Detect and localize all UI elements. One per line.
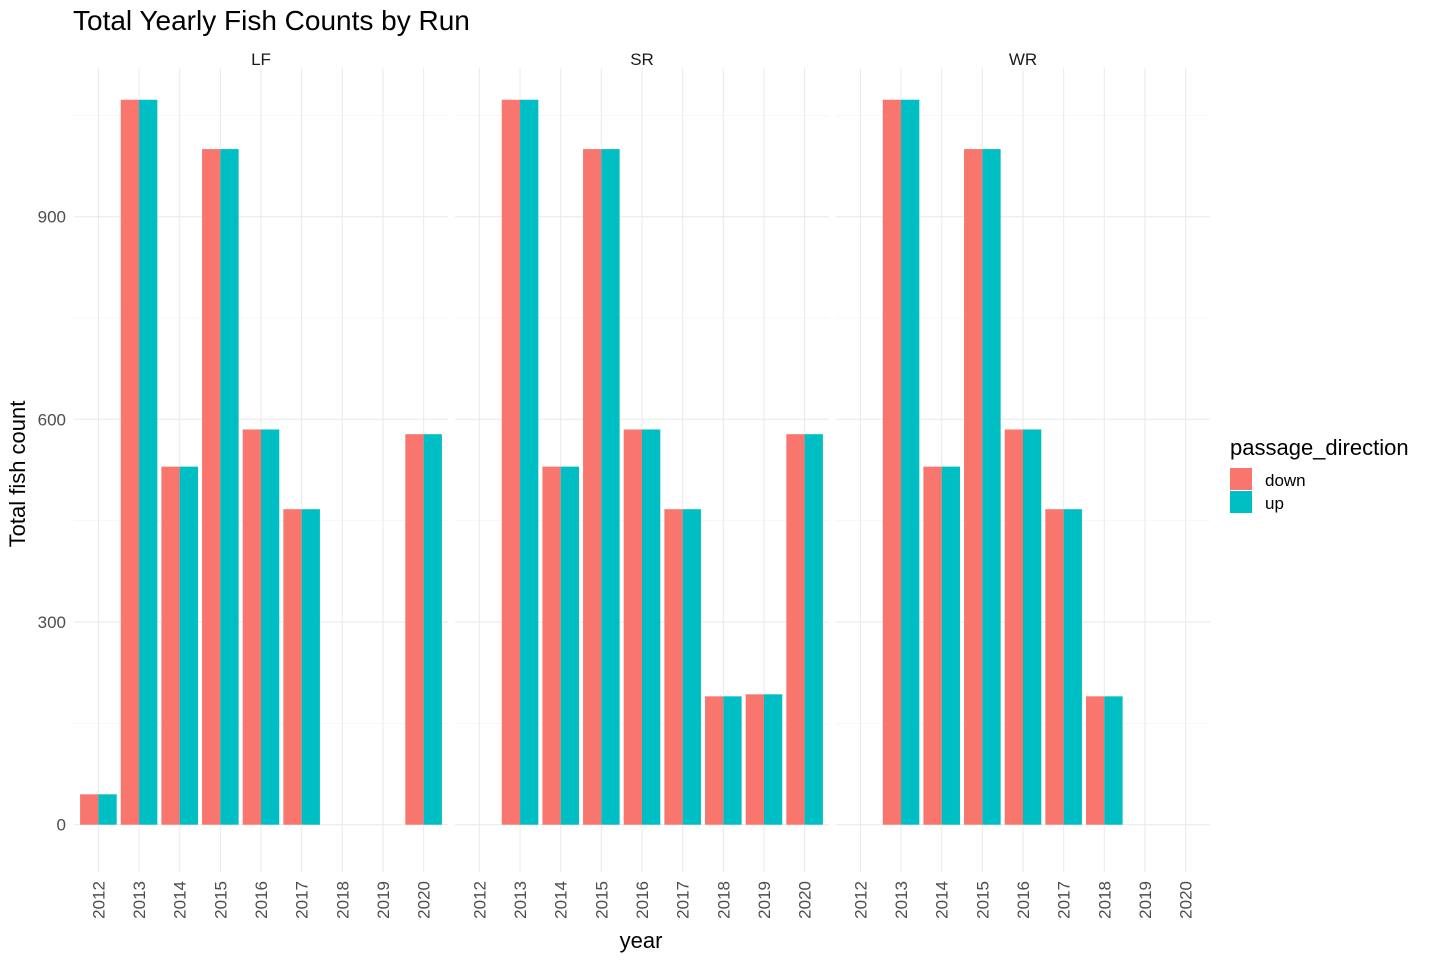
- bar-sr-2013-down: [501, 99, 521, 825]
- bar-sr-2019-up: [763, 694, 783, 825]
- facet-label: SR: [630, 50, 654, 69]
- x-tick-label: 2013: [511, 881, 530, 919]
- legend: passage_direction down up: [1230, 435, 1409, 513]
- bar-lf-2014-up: [179, 466, 198, 825]
- x-tick-label: 2020: [796, 881, 815, 919]
- x-tick-label: 2020: [1177, 881, 1196, 919]
- bar-lf-2014-down: [161, 466, 180, 825]
- x-tick-label: 2017: [1055, 881, 1074, 919]
- bar-sr-2014-up: [560, 466, 579, 825]
- legend-label-up: up: [1265, 494, 1284, 513]
- x-tick-label: 2012: [851, 881, 870, 919]
- bar-lf-2016-down: [242, 429, 261, 825]
- bar-sr-2017-down: [664, 509, 683, 825]
- x-tick-label: 2019: [755, 881, 774, 919]
- bar-wr-2017-up: [1063, 509, 1082, 825]
- y-tick-label: 300: [38, 613, 66, 632]
- bar-sr-2016-up: [642, 429, 661, 825]
- x-tick-label: 2016: [252, 881, 271, 919]
- legend-key-down: [1230, 468, 1252, 490]
- x-tick-label: 2019: [374, 881, 393, 919]
- bar-lf-2013-up: [139, 99, 158, 825]
- bar-wr-2018-up: [1104, 696, 1123, 825]
- bar-wr-2015-up: [982, 149, 1001, 825]
- x-tick-label: 2012: [89, 881, 108, 919]
- bar-sr-2013-up: [520, 99, 539, 825]
- x-tick-label: 2017: [674, 881, 693, 919]
- y-tick-label: 900: [38, 208, 66, 227]
- x-tick-label: 2016: [1014, 881, 1033, 919]
- bar-lf-2012-down: [80, 794, 99, 825]
- facet-label: WR: [1009, 50, 1037, 69]
- bar-lf-2020-down: [405, 434, 424, 825]
- bar-sr-2020-up: [804, 434, 823, 825]
- facet-panel-lf: LF 2012 2013 2014 2015 2016 2017 2018 2019 2020: [74, 50, 448, 919]
- x-tick-label: 2020: [415, 881, 434, 919]
- bar-lf-2016-up: [261, 429, 280, 825]
- bar-sr-2018-up: [723, 696, 742, 825]
- x-tick-label: 2013: [892, 881, 911, 919]
- bar-lf-2017-up: [301, 509, 320, 825]
- legend-label-down: down: [1265, 471, 1306, 490]
- facet-panel-wr: WR 2012 2013 2014 2015 2016 2017 2018 2019 2020: [836, 50, 1210, 919]
- bar-sr-2015-down: [583, 149, 602, 825]
- y-tick-label: 0: [57, 816, 66, 835]
- bar-lf-2015-up: [220, 149, 239, 825]
- bar-wr-2014-up: [941, 466, 960, 825]
- x-tick-label: 2014: [552, 881, 571, 919]
- facet-label: LF: [251, 50, 271, 69]
- y-tick-label: 600: [38, 410, 66, 429]
- x-tick-label: 2013: [130, 881, 149, 919]
- chart-title: Total Yearly Fish Counts by Run: [73, 5, 470, 36]
- bar-lf-2015-down: [202, 149, 221, 825]
- bar-wr-2016-up: [1023, 429, 1042, 825]
- x-tick-label: 2015: [211, 881, 230, 919]
- bar-sr-2017-up: [682, 509, 701, 825]
- bar-lf-2012-up: [98, 794, 117, 825]
- x-tick-label: 2018: [1095, 881, 1114, 919]
- bar-wr-2014-down: [923, 466, 942, 825]
- bar-lf-2013-down: [120, 99, 140, 825]
- x-tick-label: 2014: [171, 881, 190, 919]
- x-tick-label: 2016: [633, 881, 652, 919]
- x-tick-label: 2017: [293, 881, 312, 919]
- bar-sr-2018-down: [705, 696, 724, 825]
- bar-sr-2015-up: [601, 149, 620, 825]
- bar-lf-2020-up: [423, 434, 442, 825]
- x-tick-label: 2018: [333, 881, 352, 919]
- x-tick-label: 2012: [470, 881, 489, 919]
- bar-lf-2017-down: [283, 509, 302, 825]
- legend-title: passage_direction: [1230, 435, 1409, 460]
- x-tick-label: 2018: [714, 881, 733, 919]
- bar-wr-2013-up: [901, 99, 920, 825]
- bar-sr-2020-down: [786, 434, 805, 825]
- y-axis-title: Total fish count: [5, 401, 30, 548]
- x-axis-title: year: [620, 928, 663, 953]
- bar-sr-2016-down: [623, 429, 642, 825]
- bar-wr-2018-down: [1086, 696, 1105, 825]
- x-tick-label: 2014: [933, 881, 952, 919]
- x-tick-label: 2015: [592, 881, 611, 919]
- x-tick-label: 2019: [1136, 881, 1155, 919]
- legend-key-up: [1230, 491, 1252, 513]
- x-tick-label: 2015: [973, 881, 992, 919]
- bar-wr-2013-down: [882, 99, 902, 825]
- bar-wr-2015-down: [964, 149, 983, 825]
- bar-sr-2014-down: [542, 466, 561, 825]
- facet-panel-sr: SR 2012 2013 2014 2015 2016 2017 2018 2019 2020: [455, 50, 829, 919]
- bar-wr-2016-down: [1004, 429, 1023, 825]
- bar-sr-2019-down: [745, 694, 764, 825]
- bar-wr-2017-down: [1045, 509, 1064, 825]
